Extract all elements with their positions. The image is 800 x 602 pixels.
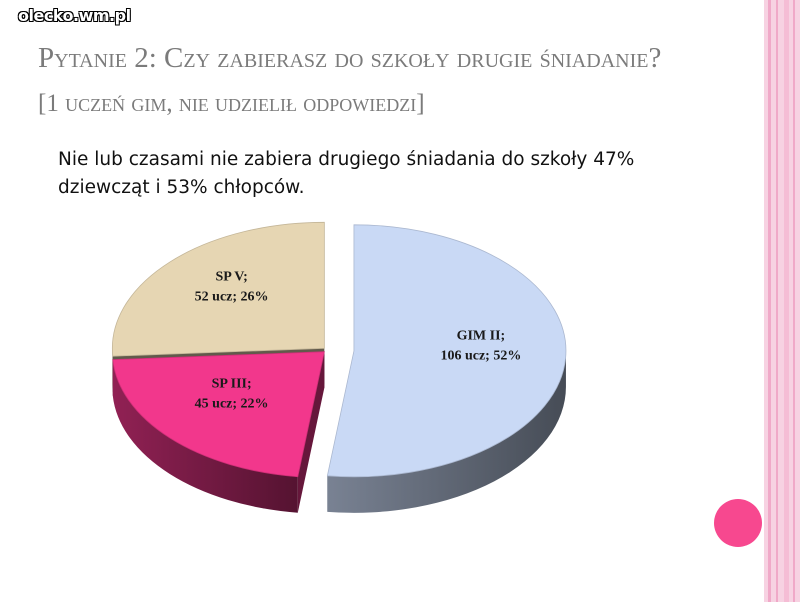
pink-dot	[714, 499, 762, 547]
slice	[112, 351, 325, 478]
stripe	[768, 0, 771, 602]
slice	[326, 224, 567, 478]
title-note: [1 uczeń gim, nie udzielił odpowiedzi]	[38, 90, 425, 117]
slice: SP III; 45 ucz; 22%	[112, 351, 325, 513]
slice-side	[297, 351, 325, 513]
slice: GIM II; 106 ucz; 52%	[326, 224, 567, 513]
slice-category: SP III;	[212, 376, 252, 391]
slice	[111, 221, 325, 357]
stripe	[793, 0, 795, 602]
slice-value-label: 45 ucz; 22%	[195, 396, 269, 411]
slice-category: GIM II;	[457, 329, 506, 344]
stripe	[776, 0, 778, 602]
slice-value-label: 106 ucz; 52%	[440, 349, 521, 364]
stripe	[784, 0, 789, 602]
watermark: olecko.wm.pl	[18, 6, 131, 25]
slice-side	[327, 350, 566, 513]
title-text: Pytanie 2: Czy zabierasz do szkoły drugi…	[38, 42, 662, 74]
slice-category: SP V;	[215, 270, 247, 285]
subtitle: Nie lub czasami nie zabiera drugiego śni…	[58, 149, 635, 198]
slice-value-label: 52 ucz; 26%	[195, 290, 269, 305]
title: Pytanie 2: Czy zabierasz do szkoły drugi…	[38, 36, 678, 126]
slice-side	[112, 359, 298, 513]
